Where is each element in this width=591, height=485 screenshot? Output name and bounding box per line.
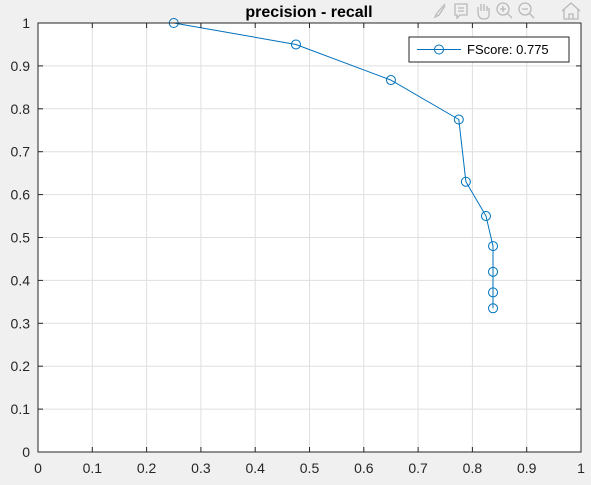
data-point [488, 266, 499, 277]
ticks [37, 22, 582, 453]
data-point [480, 211, 491, 222]
y-tick-label: 0.3 [11, 315, 31, 331]
x-tick-label: 0.4 [245, 460, 265, 476]
chart-title: precision - recall [245, 4, 372, 21]
data-point [453, 114, 464, 125]
x-tick-label: 0.9 [517, 460, 537, 476]
y-tick-label: 0.2 [11, 358, 31, 374]
x-tick-label: 0.8 [463, 460, 483, 476]
legend: FScore: 0.775 [408, 36, 570, 63]
brush-icon[interactable] [431, 1, 449, 21]
y-tick-label: 0.6 [11, 187, 31, 203]
data-tip-icon[interactable] [452, 1, 470, 21]
y-tick-label: 0.1 [11, 401, 31, 417]
series-line [173, 22, 494, 309]
x-tick-label: 0.2 [137, 460, 157, 476]
legend-entry: FScore: 0.775 [467, 42, 549, 57]
grid [38, 23, 581, 452]
x-tick-label: 0.7 [408, 460, 428, 476]
zoom-out-icon[interactable] [518, 1, 536, 21]
x-tick-label: 0.3 [191, 460, 211, 476]
y-tick-label: 0.5 [11, 230, 31, 246]
y-tick-label: 0.8 [11, 101, 31, 117]
x-tick-labels: 0 0.1 0.2 0.3 0.4 0.5 0.6 0.7 0.8 0.9 1 [34, 460, 585, 476]
y-tick-label: 0.4 [11, 272, 31, 288]
x-tick-label: 0.1 [83, 460, 103, 476]
x-tick-label: 0.5 [300, 460, 320, 476]
data-point [290, 39, 301, 50]
series-layer [168, 18, 499, 314]
x-tick-label: 1 [577, 460, 585, 476]
data-point [488, 241, 499, 252]
x-tick-label: 0.6 [354, 460, 374, 476]
y-tick-label: 0.9 [11, 58, 31, 74]
legend-marker [434, 44, 444, 55]
data-point [488, 303, 499, 314]
home-icon[interactable] [560, 1, 582, 21]
data-point [460, 176, 471, 187]
y-tick-label: 0.7 [11, 144, 31, 160]
x-tick-label: 0 [34, 460, 42, 476]
data-point [385, 75, 396, 86]
y-tick-label: 0 [22, 444, 30, 460]
pan-hand-icon[interactable] [474, 1, 492, 21]
axes-toolbar [431, 1, 582, 21]
y-tick-label: 1 [22, 15, 30, 31]
y-tick-labels: 0 0.1 0.2 0.3 0.4 0.5 0.6 0.7 0.8 0.9 1 [11, 15, 31, 460]
zoom-in-icon[interactable] [496, 1, 514, 21]
data-point [488, 287, 499, 298]
